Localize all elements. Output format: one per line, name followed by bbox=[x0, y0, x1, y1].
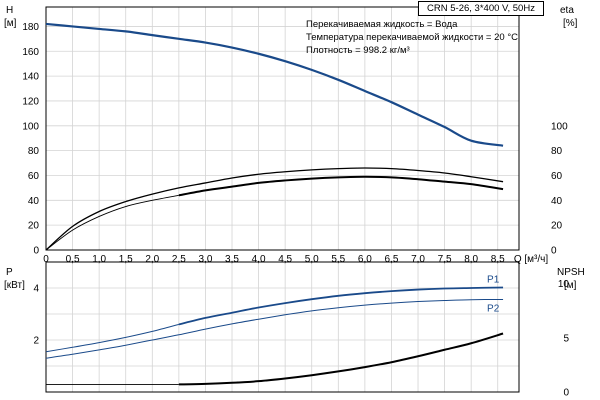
series-line-P1 bbox=[178, 286, 504, 326]
tick-labels: 0 0,5 1,0 1,5 2,0 2,5 3,0 3,5 4,0 4,5 5,0 5,5 6,0 6,5… bbox=[22, 22, 569, 399]
x-tick-label: 6,5 bbox=[384, 254, 398, 265]
info-density: Плотность = 998.2 кг/м³ bbox=[306, 45, 410, 56]
upper-plot-frame bbox=[45, 6, 520, 251]
y-left-tick-label: 80 bbox=[28, 146, 40, 157]
x-tick-label: 8,0 bbox=[464, 254, 478, 265]
axis-labels: P1 P2 H [м] eta [%] P [кВт] NPSH [м] bbox=[4, 5, 585, 314]
x-axis-label: Q [м³/ч] bbox=[514, 254, 549, 265]
npsh-axis-unit: [м] bbox=[564, 280, 577, 291]
x-tick-label: 4,5 bbox=[278, 254, 292, 265]
series-label-P1: P1 bbox=[487, 274, 500, 285]
x-tick-label: 7,0 bbox=[411, 254, 425, 265]
series-label-P2: P2 bbox=[487, 303, 500, 314]
y-left-tick-label: 20 bbox=[28, 221, 40, 232]
series-line-eta bbox=[45, 167, 504, 251]
x-tick-label: 2,5 bbox=[172, 254, 186, 265]
y-right-tick-label: 80 bbox=[551, 146, 563, 157]
eta-axis-label: eta bbox=[560, 5, 574, 16]
y-right-tick-label: 20 bbox=[551, 221, 563, 232]
info-temperature: Температура перекачиваемой жидкости = 20… bbox=[306, 32, 518, 43]
p-axis-label: P bbox=[6, 267, 13, 278]
x-tick-label: 5,0 bbox=[305, 254, 319, 265]
y-right-tick-label: 60 bbox=[551, 171, 563, 182]
h-axis-unit: [м] bbox=[4, 18, 17, 29]
series-line-eta_3 bbox=[45, 194, 179, 251]
series-line-NPSH bbox=[178, 332, 504, 386]
lower-plot-grid bbox=[45, 262, 519, 392]
h-axis-label: H bbox=[6, 5, 13, 16]
x-tick-label: 0,5 bbox=[66, 254, 80, 265]
x-tick-label: 8,5 bbox=[491, 254, 505, 265]
series-line-P2 bbox=[45, 298, 504, 359]
x-tick-label: 3,0 bbox=[198, 254, 212, 265]
series-line-P1_low bbox=[45, 323, 179, 353]
x-tick-label: 5,5 bbox=[331, 254, 345, 265]
y-left-tick-label: 160 bbox=[22, 47, 39, 58]
npsh-tick-label: 10 bbox=[558, 279, 570, 290]
npsh-axis-label: NPSH bbox=[557, 267, 585, 278]
y-left-tick-label: 140 bbox=[22, 72, 39, 83]
y-left-tick-label: 120 bbox=[22, 96, 39, 107]
y-left-tick-label: 0 bbox=[33, 246, 39, 257]
pump-label: CRN 5-26, 3*400 V, 50Hz bbox=[418, 1, 544, 16]
x-tick-label: 1,5 bbox=[119, 254, 133, 265]
y-left-tick-label: 60 bbox=[28, 171, 40, 182]
y-left-tick-label: 180 bbox=[22, 22, 39, 33]
x-tick-label: 0 bbox=[43, 254, 49, 265]
npsh-tick-label: 5 bbox=[563, 333, 569, 344]
y-right-tick-label: 40 bbox=[551, 196, 563, 207]
x-tick-label: 2,0 bbox=[145, 254, 159, 265]
y-left-tick-label: 40 bbox=[28, 196, 40, 207]
upper-plot-grid bbox=[45, 7, 519, 251]
p-axis-unit: [кВт] bbox=[4, 280, 25, 291]
p-tick-label: 2 bbox=[33, 336, 39, 347]
x-tick-label: 1,0 bbox=[92, 254, 106, 265]
series-line-H bbox=[45, 22, 504, 147]
x-tick-label: 4,0 bbox=[252, 254, 266, 265]
y-right-tick-label: 100 bbox=[551, 121, 568, 132]
y-right-tick-label: 0 bbox=[551, 246, 557, 257]
p-tick-label: 4 bbox=[33, 284, 39, 295]
series-layer bbox=[45, 22, 504, 386]
series-line-eta_2 bbox=[178, 175, 504, 197]
eta-axis-unit: [%] bbox=[563, 18, 578, 29]
lower-plot-frame bbox=[45, 261, 520, 393]
x-tick-label: 7,5 bbox=[438, 254, 452, 265]
y-left-tick-label: 100 bbox=[22, 121, 39, 132]
x-tick-label: 6,0 bbox=[358, 254, 372, 265]
npsh-tick-label: 0 bbox=[563, 388, 569, 399]
x-tick-label: 3,5 bbox=[225, 254, 239, 265]
info-liquid: Перекачиваемая жидкость = Вода bbox=[306, 19, 458, 30]
plot-frames bbox=[45, 6, 520, 393]
